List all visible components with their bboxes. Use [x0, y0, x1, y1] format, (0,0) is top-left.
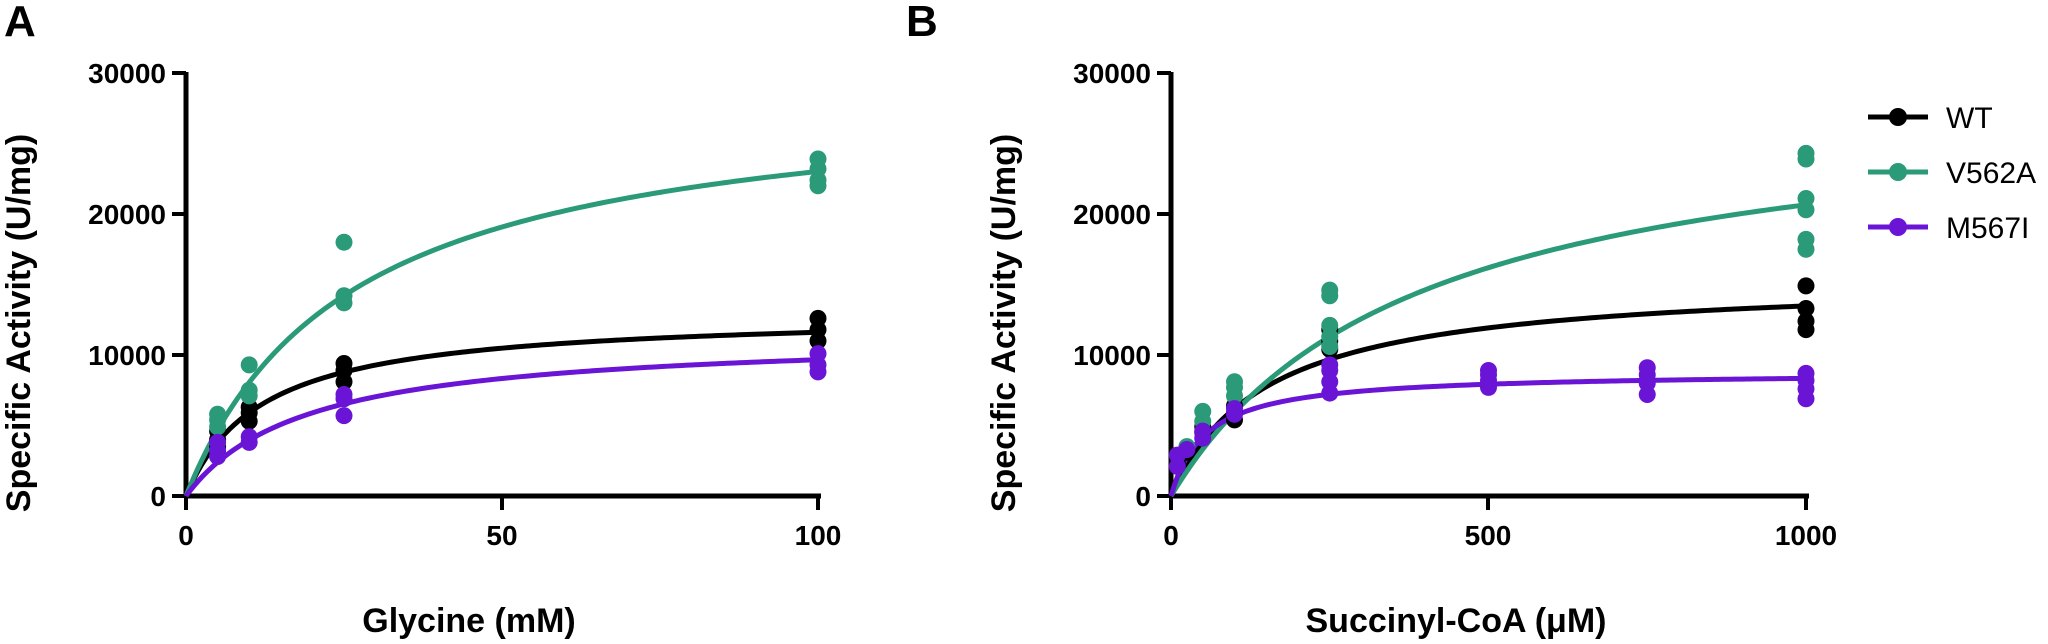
panel-a-point-v562a-5	[240, 356, 258, 374]
panel-b-point-v562a-12	[1797, 230, 1815, 248]
panel-a-point-m567i-4	[240, 428, 258, 446]
panel-b-point-m567i-4	[1194, 422, 1212, 440]
panel-b-point-v562a-8	[1321, 316, 1339, 334]
panel-a-x-tick-label-50: 50	[486, 520, 517, 551]
panel-b-x-tick-label-1000: 1000	[1775, 520, 1837, 551]
panel-a-point-m567i-7	[335, 385, 353, 403]
legend-m567i-marker	[1889, 218, 1907, 236]
panel-b-y-tick-label-20000: 20000	[1073, 199, 1151, 230]
panel-b-point-v562a-10	[1321, 281, 1339, 299]
panel-b-fit-curve-m567i	[1168, 375, 1807, 497]
panel-b-point-v562a-2	[1194, 402, 1212, 420]
panel-a-x-tick-label-0: 0	[178, 520, 194, 551]
panel-a-point-wt-11	[809, 309, 827, 327]
panel-b-point-m567i-6	[1226, 400, 1243, 418]
legend-wt-marker	[1889, 108, 1907, 126]
panel-a-point-m567i-5	[335, 407, 353, 425]
panel-a-fit-curve-v562a	[183, 168, 819, 497]
panel-b-point-m567i-22	[1797, 364, 1815, 382]
legend-v562a-label: V562A	[1946, 157, 2036, 190]
legend-item-m567i: M567I	[1868, 212, 2029, 245]
panel-b-y-tick-label-0: 0	[1135, 481, 1151, 512]
panel-a-plot-area	[183, 150, 827, 498]
legend: WT V562A M567I	[1868, 102, 2036, 245]
panel-a-fit-curve-wt	[183, 329, 819, 497]
panel-a-x-axis-title: Glycine (mM)	[362, 602, 575, 640]
panel-a-y-tick-label-10000: 10000	[88, 340, 166, 371]
panel-b-x-axis-title: Succinyl-CoA (μM)	[1306, 602, 1607, 640]
panel-b-y-ticks: 0 10000 20000 30000	[1073, 58, 1171, 512]
panel-b-x-ticks: 0 500 1000	[1163, 496, 1837, 551]
panel-a-point-v562a-12	[809, 150, 827, 168]
panel-b-label: B	[906, 0, 938, 46]
panel-a-y-tick-label-0: 0	[150, 481, 166, 512]
panel-b-point-wt-14	[1797, 277, 1815, 295]
panel-a-fit-curve-m567i	[184, 357, 819, 498]
panel-a-point-v562a-7	[335, 287, 353, 305]
panel-b-point-v562a-16	[1797, 144, 1815, 162]
panel-b-point-m567i-10	[1321, 356, 1339, 374]
panel-a-point-v562a-8	[335, 233, 353, 251]
panel-b-point-v562a-14	[1797, 189, 1815, 207]
panel-b-point-m567i-14	[1480, 362, 1497, 380]
legend-v562a-marker	[1889, 163, 1907, 181]
panel-a-y-axis-title: Specific Activity (U/mg)	[0, 134, 38, 512]
panel-a-y-ticks: 0 10000 20000 30000	[88, 58, 186, 512]
panel-b-point-wt-13	[1797, 299, 1815, 317]
panel-b-x-tick-label-0: 0	[1163, 520, 1179, 551]
legend-m567i-label: M567I	[1946, 212, 2029, 245]
panel-a-point-m567i-10	[809, 345, 827, 363]
panel-a-x-ticks: 0 50 100	[178, 496, 841, 551]
panel-a-point-v562a-4	[240, 381, 258, 399]
panel-b-y-axis-title: Specific Activity (U/mg)	[985, 134, 1023, 512]
panel-b-y-tick-label-30000: 30000	[1073, 58, 1151, 89]
panel-a-y-tick-label-30000: 30000	[88, 58, 166, 89]
panel-b-point-wt-12	[1797, 312, 1815, 330]
panel-b-point-m567i-2	[1178, 440, 1196, 458]
legend-wt-label: WT	[1946, 102, 1993, 135]
legend-item-v562a: V562A	[1868, 157, 2036, 190]
panel-a-y-tick-label-20000: 20000	[88, 199, 166, 230]
panel-a-label: A	[4, 0, 36, 46]
panel-b-y-tick-label-10000: 10000	[1073, 340, 1151, 371]
panel-b-chart: B Specific Activity (U/mg) Succinyl-CoA …	[906, 0, 1837, 640]
panel-a-point-v562a-2	[209, 405, 227, 423]
panel-a-x-tick-label-100: 100	[795, 520, 842, 551]
panel-b-plot-area	[1168, 144, 1815, 498]
legend-item-wt: WT	[1868, 102, 1993, 135]
panel-b-point-v562a-5	[1226, 373, 1243, 391]
panel-a-point-wt-8	[335, 354, 353, 372]
panel-b-fit-curve-wt	[1168, 303, 1807, 498]
panel-b-x-tick-label-500: 500	[1465, 520, 1512, 551]
panel-b-point-m567i-18	[1638, 359, 1656, 377]
panel-a-chart: A Specific Activity (U/mg) Glycine (mM) …	[0, 0, 841, 640]
panel-b-fit-curve-v562a	[1168, 202, 1807, 498]
panel-a-point-m567i-2	[209, 433, 227, 451]
